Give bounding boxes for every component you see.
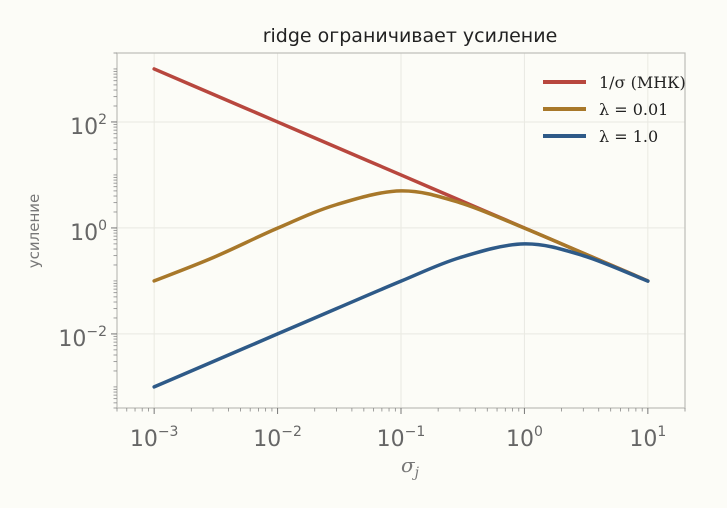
series-line-3 — [152, 242, 650, 389]
x-tick-label: 100 — [506, 424, 543, 452]
series-lines — [152, 67, 650, 389]
x-tick-label: 10−2 — [253, 424, 302, 452]
x-tick-label: 101 — [629, 424, 666, 452]
grid — [117, 53, 685, 408]
y-tick-label: 102 — [70, 112, 107, 140]
x-tick-label: 10−3 — [130, 424, 179, 452]
y-axis-label: усиление — [25, 194, 43, 268]
legend-label-2: λ = 0.01 — [599, 100, 668, 119]
chart-title: ridge ограничивает усиление — [263, 25, 558, 47]
series-line-2 — [152, 189, 650, 283]
legend-label-1: 1/σ (МНК) — [599, 73, 686, 92]
x-tick-label: 10−1 — [377, 424, 426, 452]
y-tick-label: 100 — [70, 218, 107, 246]
axis-ticks: 10−3 10−2 10−1 100 101 10−2 100 102 — [58, 52, 686, 452]
legend-label-3: λ = 1.0 — [599, 127, 658, 146]
y-tick-label: 10−2 — [58, 324, 107, 352]
x-axis-label: σj — [401, 453, 420, 481]
legend: 1/σ (МНК) λ = 0.01 λ = 1.0 — [543, 73, 686, 146]
